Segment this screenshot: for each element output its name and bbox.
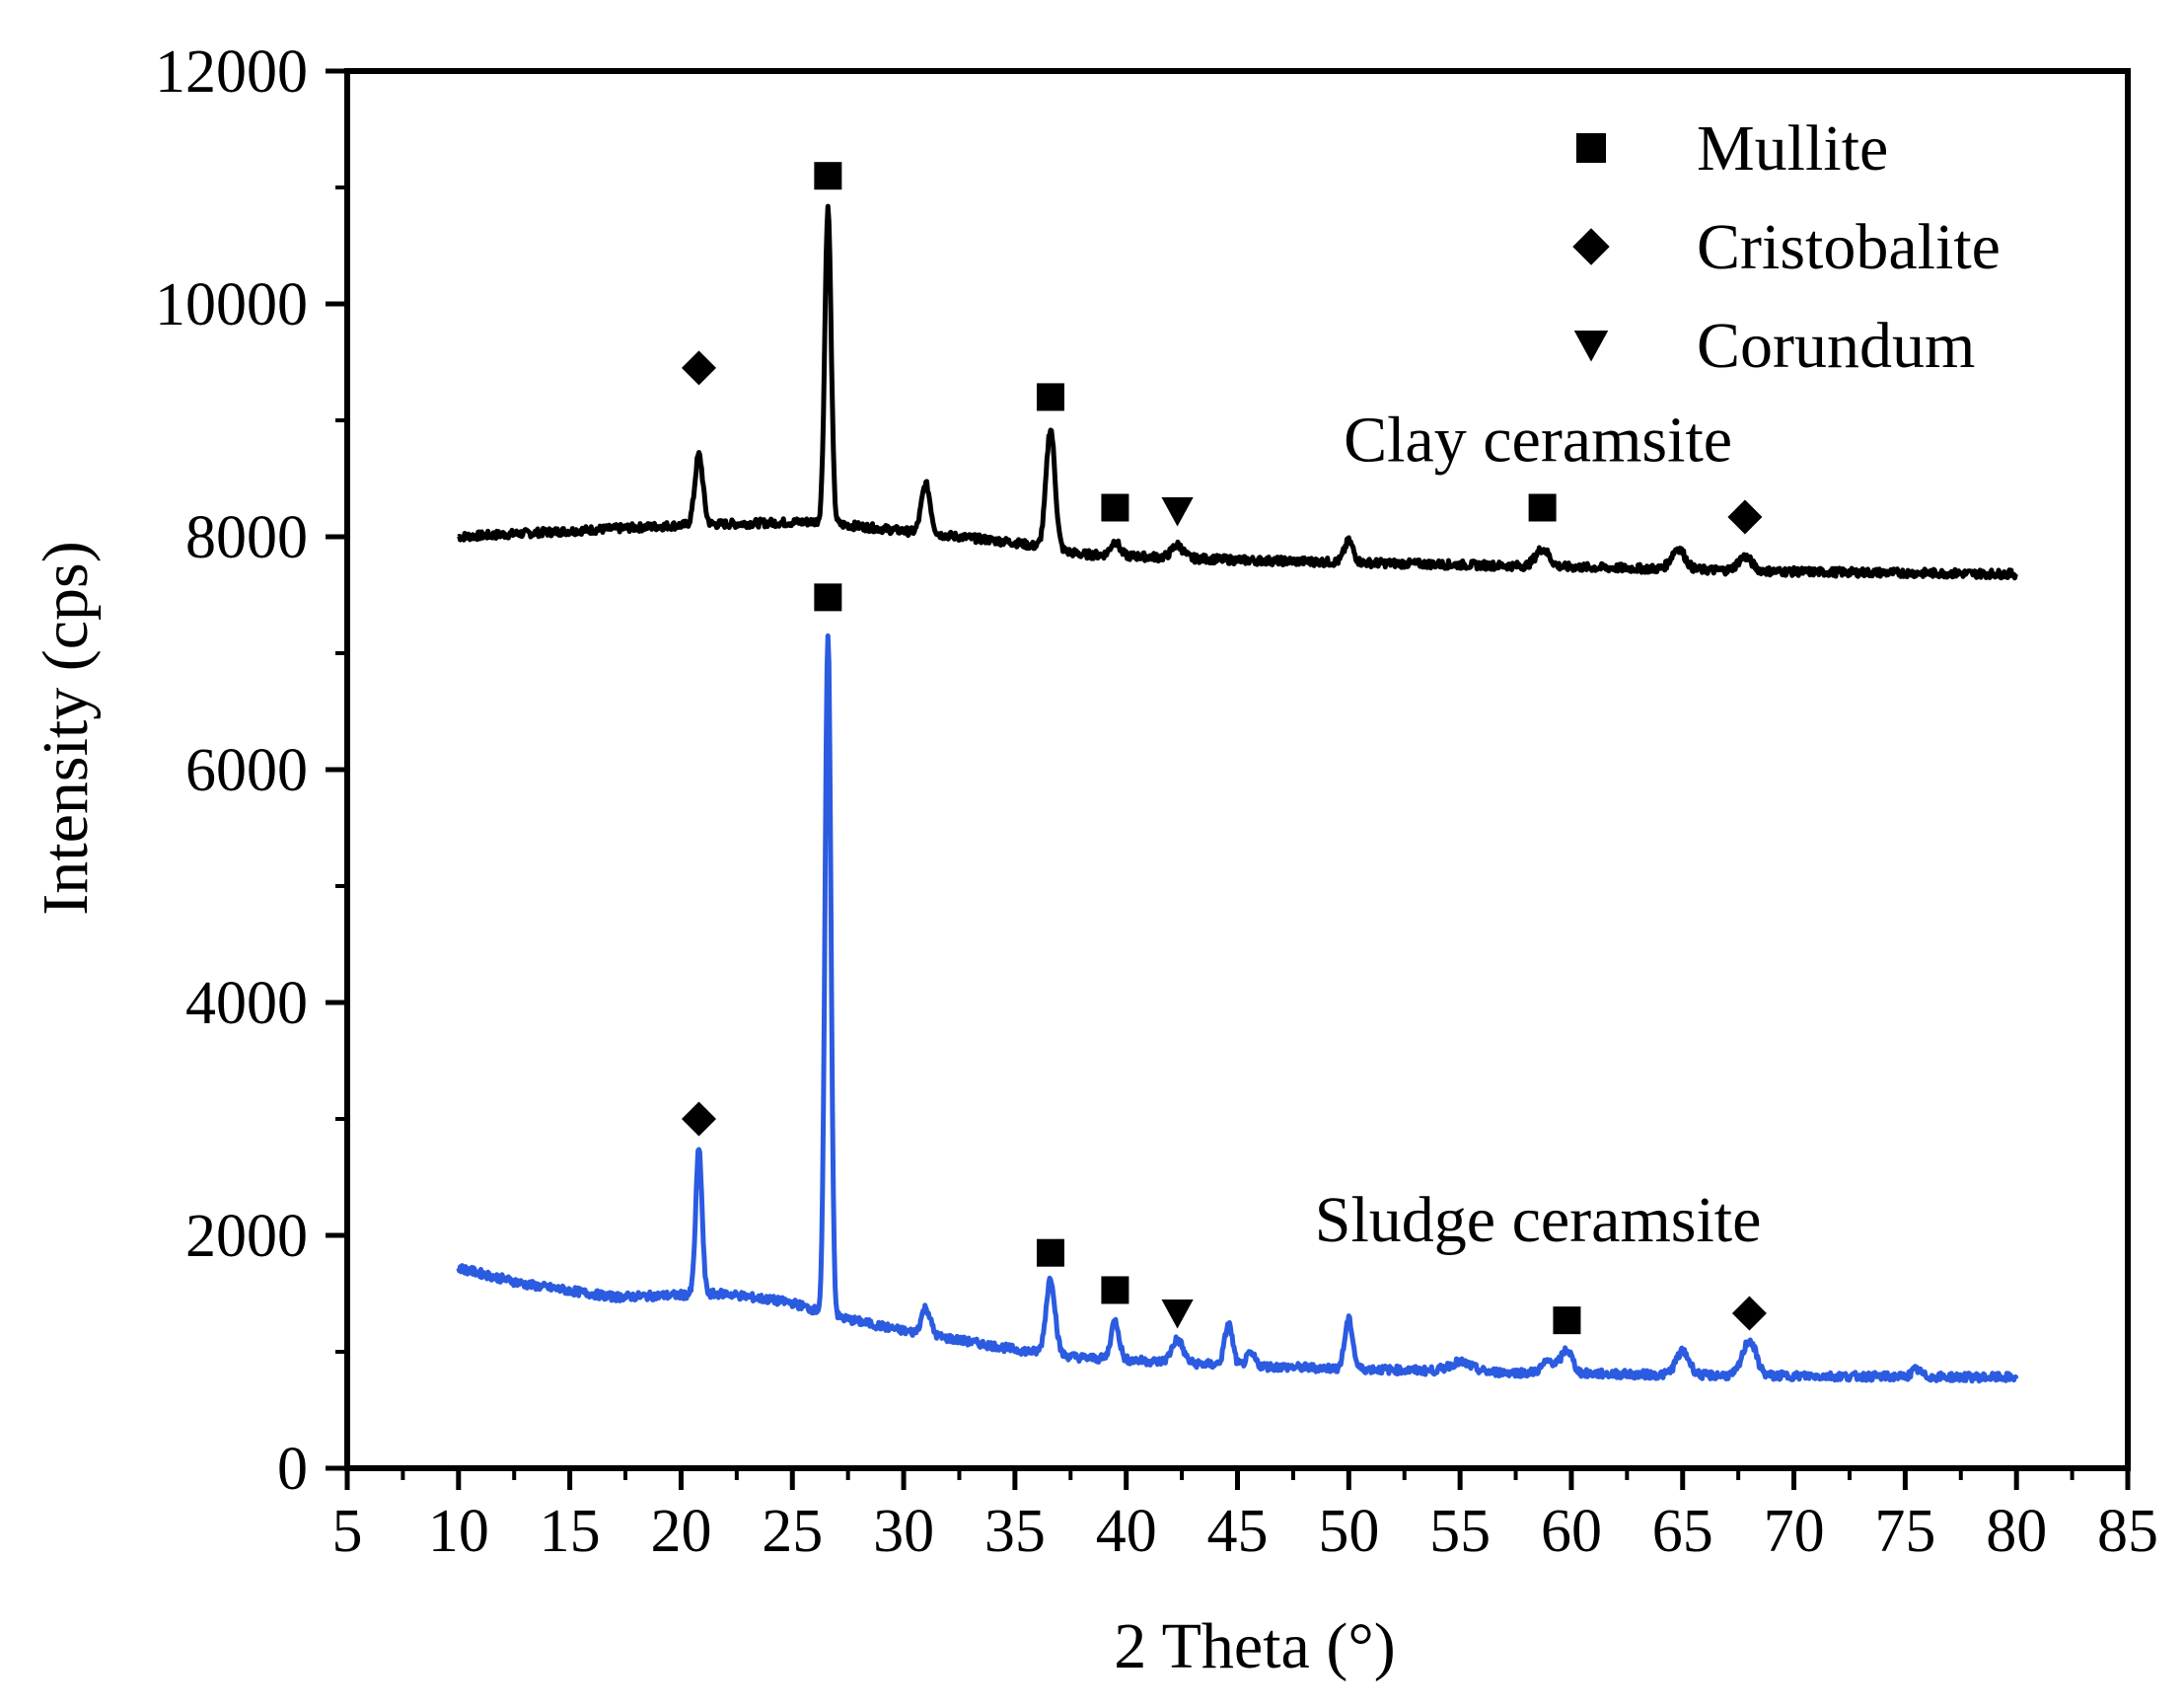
square-marker xyxy=(1036,383,1064,411)
x-tick-label: 15 xyxy=(540,1498,601,1565)
y-tick-label: 0 xyxy=(277,1436,308,1503)
y-tick-label: 12000 xyxy=(155,38,308,106)
x-tick-label: 25 xyxy=(762,1498,823,1565)
series-line-0 xyxy=(457,203,2018,581)
x-tick-label: 70 xyxy=(1764,1498,1825,1565)
y-tick-label: 10000 xyxy=(155,271,308,338)
square-marker xyxy=(1528,493,1557,522)
x-tick-label: 45 xyxy=(1207,1498,1269,1565)
phase-markers xyxy=(681,162,1767,1335)
x-tick-label: 35 xyxy=(984,1498,1046,1565)
diamond-marker xyxy=(1727,499,1763,535)
x-tick-label: 60 xyxy=(1541,1498,1602,1565)
square-marker xyxy=(1101,1276,1129,1304)
y-tick-label: 2000 xyxy=(185,1203,308,1270)
square-marker xyxy=(1101,493,1129,522)
x-tick-label: 75 xyxy=(1874,1498,1935,1565)
x-tick-label: 85 xyxy=(2097,1498,2158,1565)
y-tick-label: 8000 xyxy=(185,504,308,571)
legend-label: Corundum xyxy=(1697,310,1975,382)
triangle-down-marker xyxy=(1161,497,1194,527)
y-tick-label: 4000 xyxy=(185,970,308,1037)
x-axis-title: 2 Theta (°) xyxy=(1114,1610,1395,1682)
x-tick-label: 5 xyxy=(332,1498,363,1565)
legend-label: Mullite xyxy=(1697,112,1888,185)
square-legend-icon xyxy=(1576,133,1606,163)
x-tick-label: 55 xyxy=(1429,1498,1491,1565)
y-tick-label: 6000 xyxy=(185,737,308,804)
x-tick-label: 80 xyxy=(1986,1498,2047,1565)
legend: Mullite Cristobalite Corundum xyxy=(1572,112,2001,382)
legend-label: Cristobalite xyxy=(1697,211,2001,283)
triangle-down-marker xyxy=(1161,1300,1194,1329)
x-tick-label: 65 xyxy=(1652,1498,1713,1565)
x-tick-label: 30 xyxy=(873,1498,934,1565)
square-marker xyxy=(814,162,842,190)
diamond-marker xyxy=(681,1101,716,1137)
diamond-legend-icon xyxy=(1572,228,1610,265)
x-axis: 5 10 15 20 25 30 35 40 45 50 55 60 65 70 75 80 85 xyxy=(332,1468,2158,1565)
y-axis: 0 2000 4000 6000 8000 10000 12000 xyxy=(155,38,347,1503)
triangle-down-legend-icon xyxy=(1573,331,1609,362)
series-layer xyxy=(456,203,2019,1384)
square-marker xyxy=(814,583,842,612)
x-tick-label: 50 xyxy=(1318,1498,1379,1565)
series-label: Clay ceramsite xyxy=(1344,404,1732,476)
x-tick-label: 10 xyxy=(428,1498,489,1565)
series-line-1 xyxy=(456,632,2019,1384)
y-axis-title: Intensity (cps) xyxy=(30,541,102,915)
x-tick-label: 20 xyxy=(650,1498,711,1565)
square-marker xyxy=(1036,1238,1064,1267)
diamond-marker xyxy=(681,350,716,386)
square-marker xyxy=(1553,1306,1581,1335)
diamond-marker xyxy=(1731,1296,1767,1331)
series-labels: Clay ceramsite Sludge ceramsite xyxy=(1315,404,1762,1256)
series-label: Sludge ceramsite xyxy=(1315,1184,1762,1256)
x-tick-label: 40 xyxy=(1096,1498,1157,1565)
